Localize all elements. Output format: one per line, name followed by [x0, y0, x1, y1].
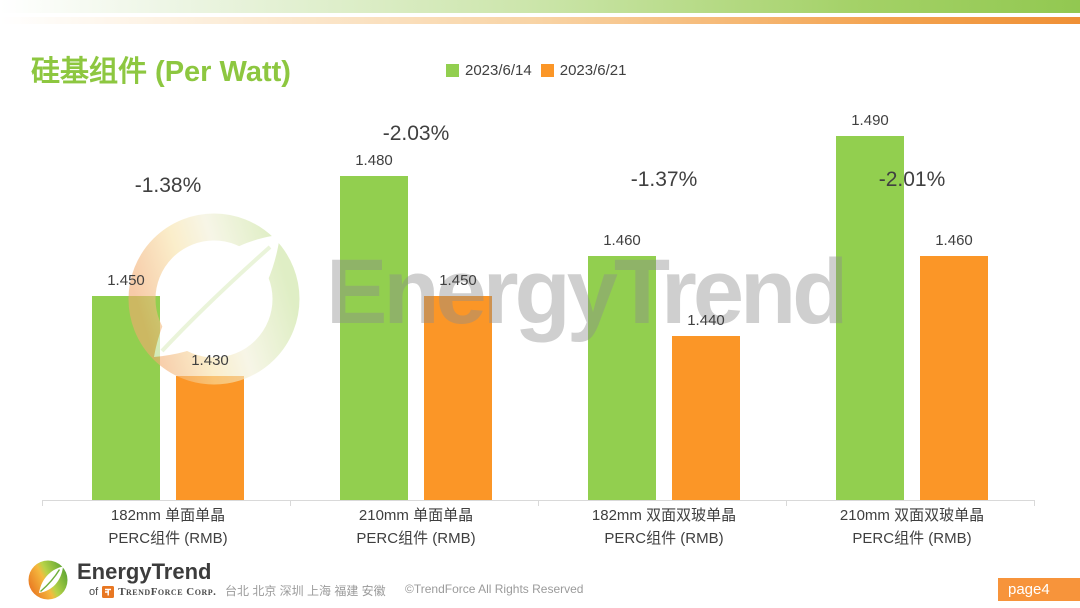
brand-subline: of TrendForce Corp. [89, 586, 217, 599]
bar-2023-6-21-group-1 [176, 376, 244, 500]
bar-2023-6-14-group-3 [588, 256, 656, 500]
watermark-text: EnergyTrend [326, 241, 848, 343]
brand-name: EnergyTrend [77, 559, 212, 584]
category-label: 210mm 双面双玻单晶 PERC组件 (RMB) [839, 507, 985, 547]
legend-label-week2: 2023/6/21 [559, 62, 627, 79]
bar-2023-6-21-group-4 [920, 256, 988, 500]
legend-swatch-green-icon [446, 64, 459, 77]
top-orange-band [0, 17, 1080, 24]
axis-tick-icon [1034, 500, 1035, 506]
top-green-band [0, 0, 1080, 13]
axis-tick-icon [786, 500, 787, 506]
bar-2023-6-21-group-3 [672, 336, 740, 500]
change-percent-label: -1.37% [630, 168, 698, 191]
axis-tick-icon [290, 500, 291, 506]
energytrend-logo: EnergyTrend of TrendForce Corp. [28, 559, 217, 600]
bar-value-label: 1.460 [935, 232, 973, 249]
legend-label-week1: 2023/6/14 [465, 62, 532, 79]
footer-copyright: ©TrendForce All Rights Reserved [405, 582, 584, 596]
bar-value-label: 1.450 [439, 272, 477, 289]
bar-2023-6-14-group-4 [836, 136, 904, 500]
trendforce-icon [102, 586, 115, 599]
bar-value-label: 1.450 [107, 272, 145, 289]
energytrend-leaf-icon [28, 560, 68, 600]
legend-item-week1: 2023/6/14 [446, 62, 532, 79]
page-number-badge: page4 [998, 578, 1080, 601]
bar-value-label: 1.460 [603, 232, 641, 249]
bar-2023-6-21-group-2 [424, 296, 492, 500]
brand-sub-prefix: of [89, 586, 99, 599]
chart-legend: 2023/6/14 2023/6/21 [446, 62, 626, 79]
axis-tick-icon [42, 500, 43, 506]
watermark-leaf-logo-icon [128, 213, 300, 385]
bar-value-label: 1.430 [191, 352, 229, 369]
legend-item-week2: 2023/6/21 [540, 62, 627, 79]
change-percent-label: -2.03% [382, 122, 450, 145]
category-label: 210mm 单面单晶 PERC组件 (RMB) [356, 507, 476, 547]
bar-value-label: 1.440 [687, 312, 725, 329]
axis-tick-icon [538, 500, 539, 506]
footer-cities: 台北 北京 深圳 上海 福建 安徽 [225, 584, 386, 598]
bar-value-label: 1.480 [355, 152, 393, 169]
bar-2023-6-14-group-2 [340, 176, 408, 500]
page-title: 硅基组件 (Per Watt) [31, 56, 291, 88]
legend-swatch-orange-icon [540, 64, 554, 77]
category-label: 182mm 双面双玻单晶 PERC组件 (RMB) [591, 507, 737, 547]
category-label: 182mm 单面单晶 PERC组件 (RMB) [108, 507, 228, 547]
bar-value-label: 1.490 [851, 112, 889, 129]
bar-chart: 1.450 1.430 -1.38% 182mm 单面单晶 PERC组件 (RMB) 1… [42, 96, 1035, 547]
trendforce-name: TrendForce Corp. [118, 586, 217, 599]
change-percent-label: -1.38% [134, 174, 202, 197]
change-percent-label: -2.01% [878, 168, 946, 191]
